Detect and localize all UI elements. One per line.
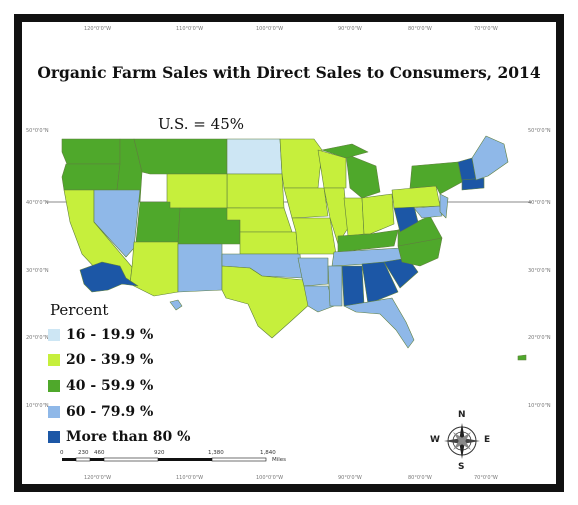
graticule-label-right: 50°0'0"N: [528, 128, 551, 134]
state-missouri: [291, 217, 337, 255]
state-wyoming: [166, 173, 228, 209]
state-kentucky: [337, 229, 399, 253]
graticule-label-bottom: 90°0'0"W: [338, 475, 362, 481]
state-arizona: [129, 241, 179, 297]
state-montana: [133, 138, 228, 175]
scale-tick-label: 920: [154, 450, 165, 456]
legend-item: 60 - 79.9 %: [48, 404, 153, 420]
state-arkansas: [297, 257, 329, 287]
legend-item: 20 - 39.9 %: [48, 352, 153, 368]
state-wisconsin: [317, 149, 347, 189]
legend-label: 60 - 79.9 %: [66, 404, 154, 420]
state-alaska: [79, 261, 139, 293]
state-pennsylvania: [391, 185, 441, 209]
state-michigan: [345, 153, 381, 199]
graticule-label-left: 40°0'0"N: [26, 200, 49, 206]
legend-label: 40 - 59.9 %: [66, 378, 154, 394]
state-michigan-upper: [321, 143, 369, 159]
legend-swatch: [48, 431, 60, 443]
graticule-label-left: 20°0'0"N: [26, 335, 49, 341]
graticule-label-left: 10°0'0"N: [26, 403, 49, 409]
graticule-label-right: 30°0'0"N: [528, 268, 551, 274]
state-north-dakota: [226, 138, 283, 175]
graticule-label-top: 70°0'0"W: [474, 26, 498, 32]
graticule-label-bottom: 120°0'0"W: [84, 475, 112, 481]
map-panel: 120°0'0"W 110°0'0"W 100°0'0"W 90°0'0"W 8…: [22, 22, 556, 484]
state-hawaii: [169, 299, 183, 311]
legend-item: 40 - 59.9 %: [48, 378, 153, 394]
graticule-label-right: 10°0'0"N: [528, 403, 551, 409]
us-choropleth-map: [46, 135, 532, 462]
scale-tick-label: 1,380: [208, 450, 224, 456]
legend-item: More than 80 %: [48, 429, 190, 445]
state-kansas: [239, 231, 299, 255]
legend-swatch: [48, 329, 60, 341]
state-indiana: [343, 197, 365, 237]
scale-unit-label: Miles: [272, 457, 287, 463]
graticule-label-right: 40°0'0"N: [528, 200, 551, 206]
legend-swatch: [48, 380, 60, 392]
compass-rose: [444, 423, 480, 459]
state-massachusetts: [461, 177, 485, 191]
state-texas: [221, 265, 313, 339]
graticule-label-bottom: 70°0'0"W: [474, 475, 498, 481]
graticule-label-right: 20°0'0"N: [528, 335, 551, 341]
scale-tick-label: 1,840: [260, 450, 276, 456]
state-florida: [343, 297, 415, 349]
scale-tick-label: 0: [60, 450, 64, 456]
state-alabama: [341, 265, 365, 307]
compass-north-label: N: [458, 410, 466, 420]
state-georgia: [361, 261, 399, 305]
graticule-label-top: 80°0'0"W: [408, 26, 432, 32]
territory-pr: [517, 354, 527, 361]
national-value-label: U.S. = 45%: [158, 115, 244, 133]
state-new-jersey: [439, 193, 449, 219]
graticule-label-top: 100°0'0"W: [256, 26, 284, 32]
legend-label: 20 - 39.9 %: [66, 352, 154, 368]
state-iowa: [283, 187, 329, 219]
state-utah: [135, 201, 181, 243]
legend-title: Percent: [50, 301, 109, 319]
scale-tick-label: 460: [94, 450, 105, 456]
map-title: Organic Farm Sales with Direct Sales to …: [37, 63, 541, 82]
legend-item: 16 - 19.9 %: [48, 327, 153, 343]
scale-bar: [62, 457, 267, 462]
graticule-label-bottom: 110°0'0"W: [176, 475, 204, 481]
state-nevada: [93, 189, 141, 258]
state-south-carolina: [383, 257, 419, 289]
graticule-label-left: 50°0'0"N: [26, 128, 49, 134]
graticule-label-bottom: 80°0'0"W: [408, 475, 432, 481]
state-louisiana: [303, 285, 335, 313]
graticule-label-left: 30°0'0"N: [26, 268, 49, 274]
legend-swatch: [48, 354, 60, 366]
legend-label: More than 80 %: [66, 429, 191, 445]
compass-east-label: E: [484, 435, 491, 445]
state-virginia: [397, 215, 443, 247]
graticule-label-bottom: 100°0'0"W: [256, 475, 284, 481]
state-new-mexico: [177, 243, 223, 293]
scale-tick-label: 230: [78, 450, 89, 456]
map-frame: 120°0'0"W 110°0'0"W 100°0'0"W 90°0'0"W 8…: [14, 14, 564, 492]
state-minnesota: [279, 138, 323, 189]
state-maryland: [413, 205, 443, 219]
graticule-label-top: 90°0'0"W: [338, 26, 362, 32]
state-washington: [61, 138, 121, 165]
state-ohio: [361, 193, 395, 235]
state-mississippi: [327, 265, 343, 307]
legend-swatch: [48, 406, 60, 418]
compass-west-label: W: [430, 435, 440, 445]
graticule-label-top: 110°0'0"W: [176, 26, 204, 32]
state-maine: [471, 135, 509, 181]
state-oregon: [61, 163, 121, 191]
graticule-label-top: 120°0'0"W: [84, 26, 112, 32]
state-south-dakota: [226, 173, 285, 209]
compass-south-label: S: [458, 462, 465, 472]
legend-label: 16 - 19.9 %: [66, 327, 154, 343]
